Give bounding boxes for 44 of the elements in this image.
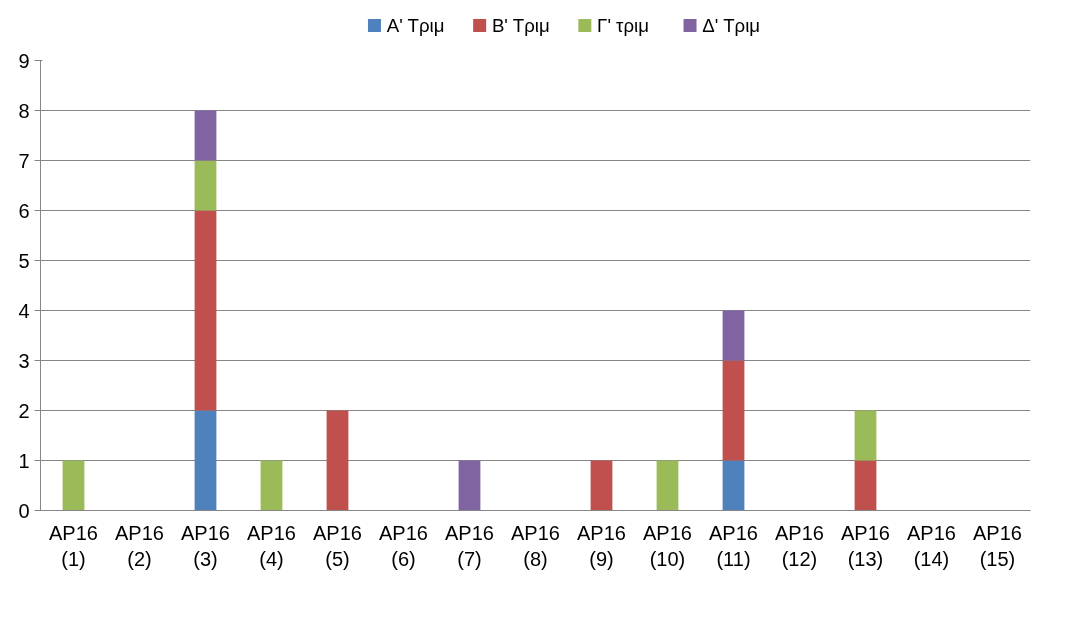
x-tick-label: AP16 (13) [841, 521, 890, 570]
x-tick-label: AP16 (5) [313, 521, 362, 570]
x-tick-label: AP16 (15) [973, 521, 1022, 570]
y-tick-label: 0 [18, 499, 30, 522]
x-tick-label: AP16 (10) [643, 521, 692, 570]
x-tick-label: AP16 (6) [379, 521, 428, 570]
x-tick-label: AP16 (11) [709, 521, 758, 570]
y-tick-label: 1 [18, 449, 30, 472]
bar [722, 460, 745, 511]
x-tick-label: AP16 (1) [49, 521, 98, 570]
bar [458, 460, 481, 511]
x-tick-label: AP16 (8) [511, 521, 560, 570]
bar [194, 160, 217, 211]
legend-label: Δ' Τριμ [702, 15, 761, 36]
x-tick-label: AP16 (7) [445, 521, 494, 570]
bar [656, 460, 679, 511]
bar [854, 460, 877, 511]
x-tick-label: AP16 (14) [907, 521, 956, 570]
y-tick-label: 5 [18, 249, 30, 272]
x-tick-label: AP16 (4) [247, 521, 296, 570]
y-tick-label: 8 [18, 99, 30, 122]
bar [194, 210, 217, 411]
x-tick-label: AP16 (3) [181, 521, 230, 570]
y-tick-label: 4 [18, 299, 30, 322]
bar [194, 410, 217, 511]
bar [326, 410, 349, 511]
y-tick-label: 6 [18, 199, 30, 222]
legend-label: Γ' τριμ [597, 15, 650, 36]
bar [722, 360, 745, 461]
bar [722, 310, 745, 361]
y-tick-label: 7 [18, 149, 30, 172]
bar [590, 460, 613, 511]
x-tick-label: AP16 (2) [115, 521, 164, 570]
y-tick-label: 3 [18, 349, 30, 372]
y-tick-label: 9 [18, 49, 30, 72]
legend-label: Β' Τριμ [491, 15, 550, 36]
bar [854, 410, 877, 461]
legend-label: Α' Τριμ [386, 15, 445, 36]
x-tick-label: AP16 (9) [577, 521, 626, 570]
bar [260, 460, 283, 511]
y-tick-label: 2 [18, 399, 30, 422]
bar [194, 110, 217, 161]
bar [62, 460, 85, 511]
x-tick-label: AP16 (12) [775, 521, 824, 570]
